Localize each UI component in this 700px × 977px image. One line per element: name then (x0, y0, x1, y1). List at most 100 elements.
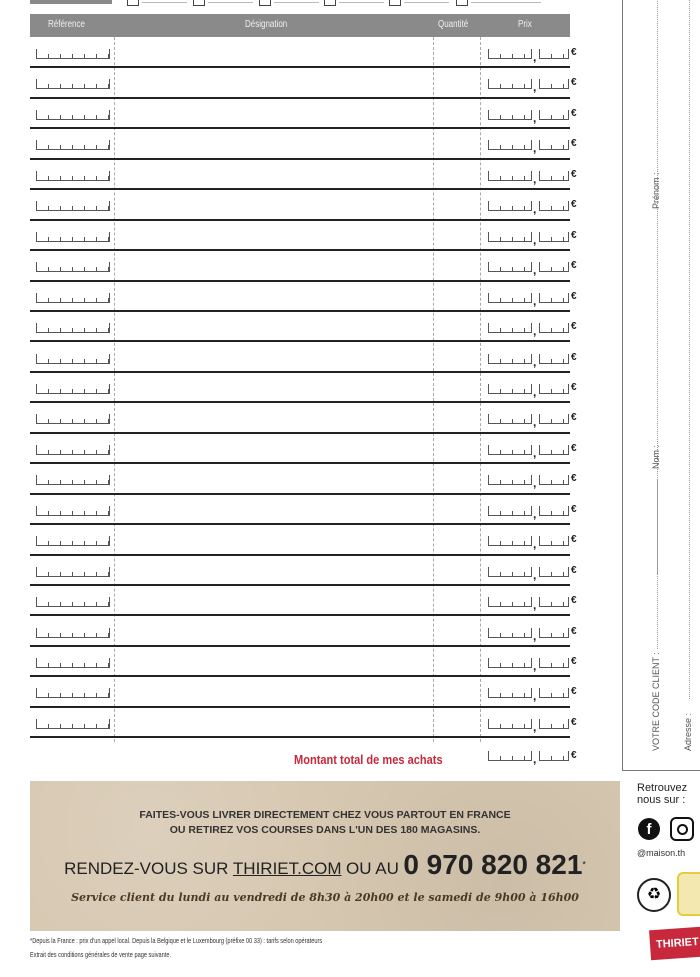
price-cents-field[interactable] (539, 231, 569, 242)
facebook-icon[interactable]: f (638, 818, 660, 840)
reference-field[interactable] (36, 170, 110, 181)
designation-field[interactable] (116, 312, 432, 340)
designation-field[interactable] (116, 129, 432, 157)
reference-field[interactable] (36, 444, 110, 455)
quantity-field[interactable] (434, 190, 480, 218)
quantity-field[interactable] (434, 160, 480, 188)
designation-field[interactable] (116, 677, 432, 705)
reference-field[interactable] (36, 353, 110, 364)
designation-field[interactable] (116, 160, 432, 188)
price-euros-field[interactable] (488, 49, 532, 59)
price-euros-field[interactable] (488, 170, 532, 181)
price-cents-field[interactable] (539, 718, 569, 729)
checkbox[interactable] (456, 0, 468, 6)
adresse-field[interactable] (689, 0, 690, 699)
designation-field[interactable] (116, 99, 432, 127)
quantity-field[interactable] (434, 129, 480, 157)
price-cents-field[interactable] (539, 323, 569, 334)
price-euros-field[interactable] (488, 140, 532, 151)
price-euros-field[interactable] (488, 718, 532, 729)
price-euros-field[interactable] (488, 688, 532, 699)
price-euros-field[interactable] (488, 109, 532, 120)
reference-field[interactable] (36, 475, 110, 486)
price-euros-field[interactable] (488, 353, 532, 364)
reference-field[interactable] (36, 49, 110, 59)
price-cents-field[interactable] (539, 383, 569, 394)
reference-field[interactable] (36, 79, 110, 90)
reference-field[interactable] (36, 718, 110, 729)
quantity-field[interactable] (434, 251, 480, 279)
quantity-field[interactable] (434, 677, 480, 705)
reference-field[interactable] (36, 109, 110, 120)
designation-field[interactable] (116, 495, 432, 523)
price-euros-field[interactable] (488, 323, 532, 334)
quantity-field[interactable] (434, 586, 480, 614)
price-euros-field[interactable] (488, 262, 532, 273)
quantity-field[interactable] (434, 38, 480, 66)
quantity-field[interactable] (434, 282, 480, 310)
designation-field[interactable] (116, 464, 432, 492)
total-cents-field[interactable] (539, 751, 569, 761)
quantity-field[interactable] (434, 434, 480, 462)
reference-field[interactable] (36, 627, 110, 638)
designation-field[interactable] (116, 617, 432, 645)
designation-field[interactable] (116, 586, 432, 614)
quantity-field[interactable] (434, 312, 480, 340)
phone-number[interactable]: 0 970 820 821 (403, 849, 583, 880)
quantity-field[interactable] (434, 525, 480, 553)
reference-field[interactable] (36, 505, 110, 516)
designation-field[interactable] (116, 403, 432, 431)
price-cents-field[interactable] (539, 566, 569, 577)
price-cents-field[interactable] (539, 505, 569, 516)
price-cents-field[interactable] (539, 444, 569, 455)
price-euros-field[interactable] (488, 79, 532, 90)
reference-field[interactable] (36, 414, 110, 425)
nom-field[interactable] (657, 479, 658, 649)
price-cents-field[interactable] (539, 109, 569, 120)
designation-field[interactable] (116, 68, 432, 96)
reference-field[interactable] (36, 323, 110, 334)
price-euros-field[interactable] (488, 627, 532, 638)
designation-field[interactable] (116, 251, 432, 279)
reference-field[interactable] (36, 231, 110, 242)
price-euros-field[interactable] (488, 536, 532, 547)
reference-field[interactable] (36, 201, 110, 212)
designation-field[interactable] (116, 434, 432, 462)
price-euros-field[interactable] (488, 231, 532, 242)
price-euros-field[interactable] (488, 597, 532, 608)
designation-field[interactable] (116, 525, 432, 553)
reference-field[interactable] (36, 566, 110, 577)
designation-field[interactable] (116, 556, 432, 584)
price-cents-field[interactable] (539, 49, 569, 59)
price-cents-field[interactable] (539, 475, 569, 486)
price-cents-field[interactable] (539, 170, 569, 181)
price-cents-field[interactable] (539, 292, 569, 303)
checkbox[interactable] (259, 0, 271, 6)
quantity-field[interactable] (434, 343, 480, 371)
quantity-field[interactable] (434, 68, 480, 96)
instagram-icon[interactable] (670, 817, 694, 841)
social-handle[interactable]: @maison.th (637, 848, 686, 858)
price-cents-field[interactable] (539, 262, 569, 273)
price-euros-field[interactable] (488, 566, 532, 577)
price-euros-field[interactable] (488, 292, 532, 303)
reference-field[interactable] (36, 292, 110, 303)
designation-field[interactable] (116, 343, 432, 371)
reference-field[interactable] (36, 140, 110, 151)
total-euros-field[interactable] (488, 751, 532, 761)
designation-field[interactable] (116, 221, 432, 249)
checkbox[interactable] (324, 0, 336, 6)
prenom-field[interactable] (657, 0, 658, 574)
quantity-field[interactable] (434, 647, 480, 675)
price-cents-field[interactable] (539, 627, 569, 638)
designation-field[interactable] (116, 38, 432, 66)
price-cents-field[interactable] (539, 201, 569, 212)
price-cents-field[interactable] (539, 414, 569, 425)
quantity-field[interactable] (434, 556, 480, 584)
reference-field[interactable] (36, 536, 110, 547)
checkbox[interactable] (193, 0, 205, 6)
price-cents-field[interactable] (539, 353, 569, 364)
quantity-field[interactable] (434, 221, 480, 249)
website-link[interactable]: THIRIET.COM (232, 859, 342, 878)
quantity-field[interactable] (434, 373, 480, 401)
